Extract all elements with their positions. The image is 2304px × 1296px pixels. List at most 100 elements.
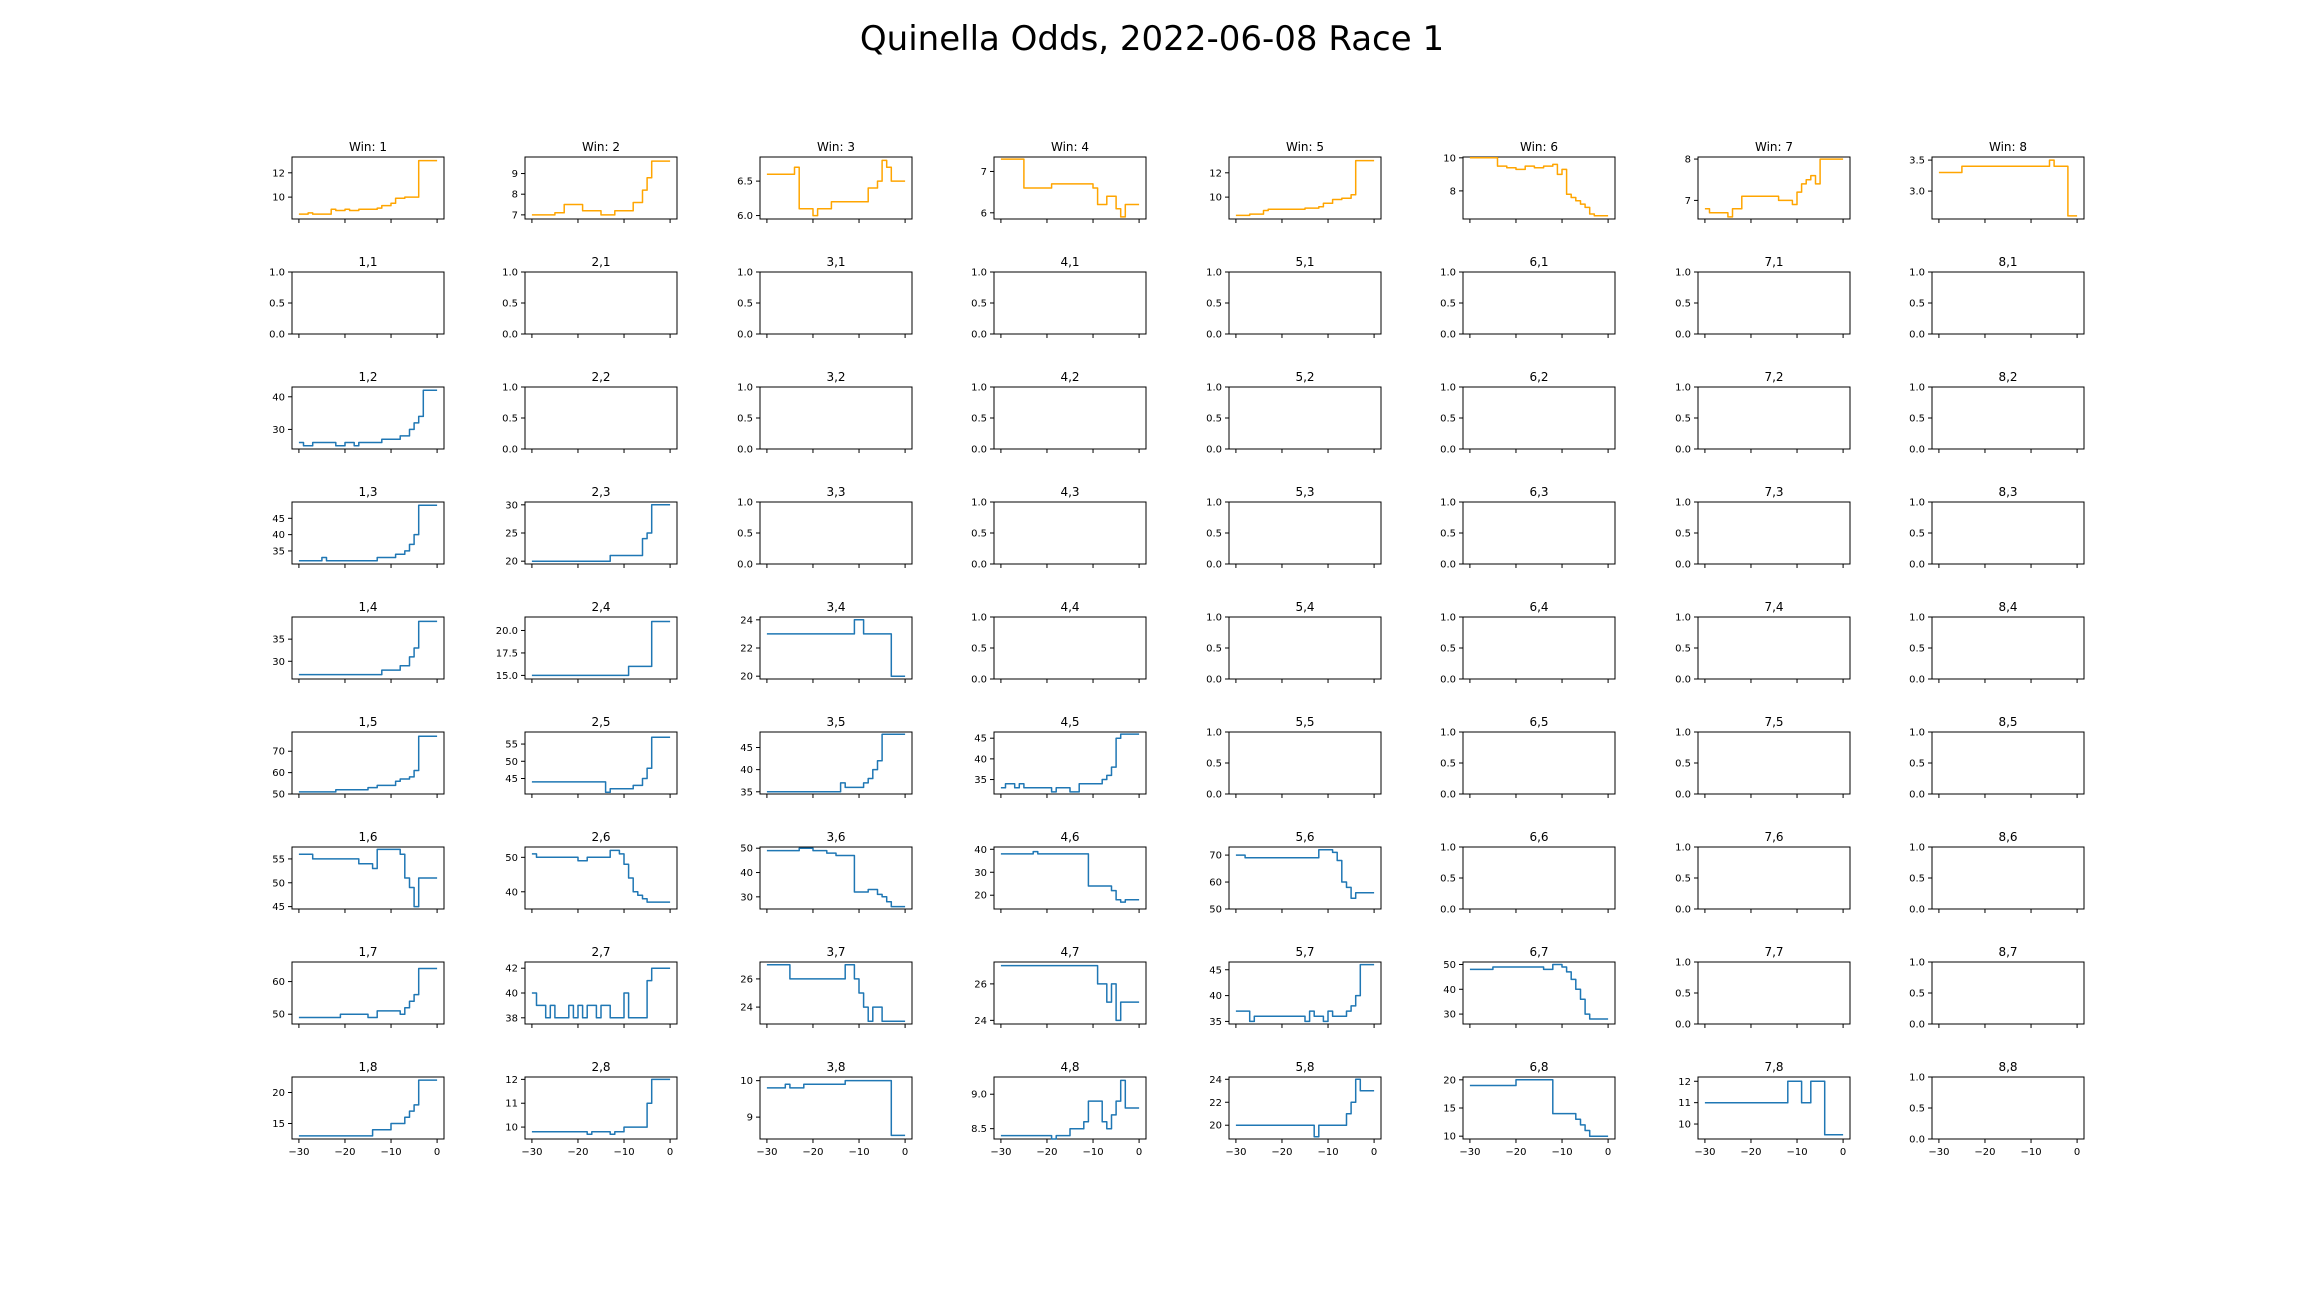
x-tick-label: −30 xyxy=(756,1147,777,1158)
y-tick-label: 1.0 xyxy=(971,613,987,624)
y-tick-label: 70 xyxy=(272,747,285,758)
series-line xyxy=(298,967,438,1019)
subplot-title: 7,5 xyxy=(1764,715,1783,729)
y-tick-label: 0.5 xyxy=(737,299,753,310)
subplot-title: 1,2 xyxy=(358,370,377,384)
x-tick-label: −10 xyxy=(1786,1147,1807,1158)
y-tick-label: 1.0 xyxy=(737,498,753,509)
series-line xyxy=(1235,963,1375,1023)
y-tick-label: 0.5 xyxy=(737,414,753,425)
y-tick-label: 0.0 xyxy=(1675,445,1691,456)
subplot-1-7: 1,7 50 60 xyxy=(272,945,445,1028)
subplot-frame xyxy=(1697,616,1851,680)
y-tick-label: 0.5 xyxy=(971,644,987,655)
y-tick-label: 50 xyxy=(505,853,518,864)
y-tick-label: 0.0 xyxy=(737,445,753,456)
series-line xyxy=(1469,963,1609,1020)
subplot-frame xyxy=(1931,961,2085,1025)
series-line xyxy=(1469,157,1609,217)
y-tick-label: 60 xyxy=(272,768,285,779)
subplot-title: 7,4 xyxy=(1764,600,1783,614)
y-tick-label: 40 xyxy=(974,754,987,765)
subplot-title: 3,8 xyxy=(826,1060,845,1074)
y-tick-label: 30 xyxy=(1443,1010,1456,1021)
series-line xyxy=(1000,1079,1140,1140)
subplot-title: 2,4 xyxy=(591,600,610,614)
y-tick-label: 0.0 xyxy=(1206,790,1222,801)
subplot-3-6: 3,6 30 40 50 xyxy=(740,830,913,913)
y-tick-label: 60 xyxy=(1209,878,1222,889)
x-tick-label: −20 xyxy=(1036,1147,1057,1158)
subplot-1-8: 1,8 15 20 −30 −20 −10 0 xyxy=(272,1060,445,1158)
subplot-frame xyxy=(1228,616,1382,680)
subplot-frame xyxy=(524,846,678,910)
subplot-title: 2,6 xyxy=(591,830,610,844)
x-tick-label: −20 xyxy=(1505,1147,1526,1158)
y-tick-label: 1.0 xyxy=(1440,843,1456,854)
subplot-title: 7,1 xyxy=(1764,255,1783,269)
y-tick-label: 1.0 xyxy=(737,268,753,279)
y-tick-label: 0.5 xyxy=(1909,414,1925,425)
y-tick-label: 8 xyxy=(1685,155,1691,166)
y-tick-label: 7 xyxy=(1685,196,1691,207)
subplot-frame xyxy=(524,156,678,220)
y-tick-label: 0.0 xyxy=(971,675,987,686)
x-tick-label: −10 xyxy=(1317,1147,1338,1158)
subplot-frame xyxy=(759,1076,913,1140)
x-tick-label: 0 xyxy=(434,1147,440,1158)
subplot-title: 6,4 xyxy=(1529,600,1548,614)
series-line xyxy=(531,504,671,562)
series-line xyxy=(298,389,438,447)
y-tick-label: 1.0 xyxy=(971,268,987,279)
subplot-3-4: 3,4 20 22 24 xyxy=(740,600,913,683)
subplot-1-1: 1,1 0.0 0.5 1.0 xyxy=(269,255,445,341)
y-tick-label: 0.5 xyxy=(1206,299,1222,310)
subplot-title: 7,7 xyxy=(1764,945,1783,959)
subplot-8-7: 8,7 0.0 0.5 1.0 xyxy=(1909,945,2085,1031)
subplot-frame xyxy=(1228,386,1382,450)
y-tick-label: 30 xyxy=(740,892,753,903)
subplot-frame xyxy=(1931,501,2085,565)
y-tick-label: 20 xyxy=(1209,1121,1222,1132)
subplot-title: 5,8 xyxy=(1295,1060,1314,1074)
series-line xyxy=(1704,158,1844,218)
y-tick-label: 0.0 xyxy=(502,445,518,456)
subplot-3-2: 3,2 0.0 0.5 1.0 xyxy=(737,370,913,456)
subplot-frame xyxy=(1697,961,1851,1025)
subplot-2-8: 2,8 10 11 12 −30 −20 −10 0 xyxy=(505,1060,678,1158)
subplot-8-8: 8,8 0.0 0.5 1.0 −30 −20 −10 0 xyxy=(1909,1060,2085,1158)
subplot-3-1: 3,1 0.0 0.5 1.0 xyxy=(737,255,913,341)
subplot-title: 7,8 xyxy=(1764,1060,1783,1074)
y-tick-label: 50 xyxy=(1209,905,1222,916)
subplot-frame xyxy=(1697,501,1851,565)
y-tick-label: 0.5 xyxy=(1440,874,1456,885)
subplot-8-6: 8,6 0.0 0.5 1.0 xyxy=(1909,830,2085,916)
subplot-2-7: 2,7 38 40 42 xyxy=(505,945,678,1028)
subplot-8-4: 8,4 0.0 0.5 1.0 xyxy=(1909,600,2085,686)
subplot-6-4: 6,4 0.0 0.5 1.0 xyxy=(1440,600,1616,686)
y-tick-label: 0.5 xyxy=(1440,759,1456,770)
subplot-title: Win: 8 xyxy=(1989,140,2027,154)
y-tick-label: 70 xyxy=(1209,851,1222,862)
series-line xyxy=(298,848,438,908)
y-tick-label: 12 xyxy=(1209,168,1222,179)
subplot-frame xyxy=(993,616,1147,680)
y-tick-label: 0.0 xyxy=(1675,675,1691,686)
y-tick-label: 0.5 xyxy=(1675,644,1691,655)
subplot-3-7: 3,7 24 26 xyxy=(740,945,913,1028)
subplot-win-5: Win: 5 10 12 xyxy=(1209,140,1382,223)
y-tick-label: 50 xyxy=(272,878,285,889)
y-tick-label: 40 xyxy=(740,765,753,776)
subplot-4-4: 4,4 0.0 0.5 1.0 xyxy=(971,600,1147,686)
y-tick-label: 0.0 xyxy=(737,560,753,571)
subplot-1-2: 1,2 30 40 xyxy=(272,370,445,453)
y-tick-label: 11 xyxy=(1678,1098,1691,1109)
x-tick-label: 0 xyxy=(667,1147,673,1158)
x-tick-label: −30 xyxy=(990,1147,1011,1158)
y-tick-label: 0.0 xyxy=(1206,675,1222,686)
y-tick-label: 0.0 xyxy=(1206,560,1222,571)
subplot-title: 1,6 xyxy=(358,830,377,844)
subplot-frame xyxy=(1931,156,2085,220)
subplot-title: 2,2 xyxy=(591,370,610,384)
y-tick-label: 0.0 xyxy=(1909,905,1925,916)
